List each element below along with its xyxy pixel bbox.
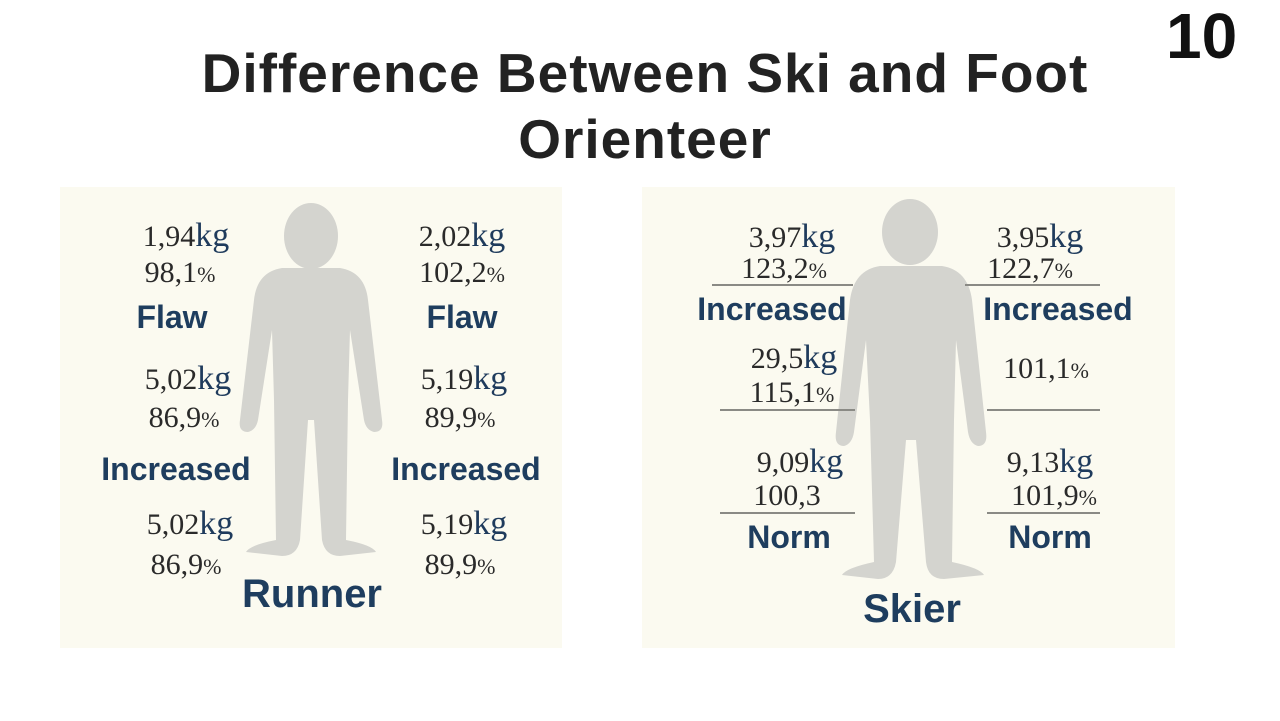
divider [965, 284, 1100, 286]
divider [712, 284, 853, 286]
skier-left-1-kg: 3,97kg [748, 218, 836, 255]
runner-left-1-status: Flaw [136, 299, 208, 335]
skier-right-2-pct: 101,1% [1003, 352, 1089, 385]
skier-right-1-status: Increased [983, 291, 1133, 327]
divider [720, 512, 855, 514]
skier-silhouette-icon [835, 199, 987, 579]
runner-right-3-pct: 89,9% [424, 548, 496, 581]
divider [987, 512, 1100, 514]
skier-left-2-pct: 115,1% [749, 376, 835, 409]
runner-right-3-kg: 5,19kg [420, 505, 508, 542]
runner-right-1-kg: 2,02kg [418, 217, 506, 254]
runner-left-3-pct: 86,9% [150, 548, 222, 581]
skier-left-1-pct: 123,2% [741, 252, 827, 285]
runner-right-1-status: Flaw [426, 299, 498, 335]
runner-right-2-pct: 89,9% [424, 401, 496, 434]
skier-right-1-pct: 122,7% [987, 252, 1073, 285]
title-line-1: Difference Between Ski and Foot [201, 42, 1089, 104]
runner-right-1-pct: 102,2% [419, 256, 505, 289]
runner-right-2-kg: 5,19kg [420, 360, 508, 397]
skier-left-3-pct: 100,3 [753, 479, 821, 512]
runner-left-2-status: Increased [101, 451, 251, 487]
runner-right-2-status: Increased [391, 451, 541, 487]
runner-left-2-kg: 5,02kg [144, 360, 232, 397]
runner-left-2-pct: 86,9% [148, 401, 220, 434]
runner-left-1-pct: 98,1% [144, 256, 216, 289]
skier-right-3-status: Norm [1008, 519, 1092, 555]
skier-left-2-kg: 29,5kg [750, 339, 838, 376]
runner-silhouette-icon [239, 203, 383, 556]
title-line-2: Orienteer [518, 108, 772, 170]
runner-left-1-kg: 1,94kg [142, 217, 230, 254]
skier-right-3-pct: 101,9% [1011, 479, 1097, 512]
skier-label: Skier [863, 587, 961, 631]
runner-left-3-kg: 5,02kg [146, 505, 234, 542]
skier-left-1-status: Increased [697, 291, 847, 327]
divider [987, 409, 1100, 411]
skier-left-3-kg: 9,09kg [756, 443, 844, 480]
runner-label: Runner [242, 572, 382, 616]
skier-left-3-status: Norm [747, 519, 831, 555]
slide-number: 10 [1166, 0, 1238, 72]
skier-right-3-kg: 9,13kg [1006, 443, 1094, 480]
skier-right-1-kg: 3,95kg [996, 218, 1084, 255]
divider [720, 409, 855, 411]
